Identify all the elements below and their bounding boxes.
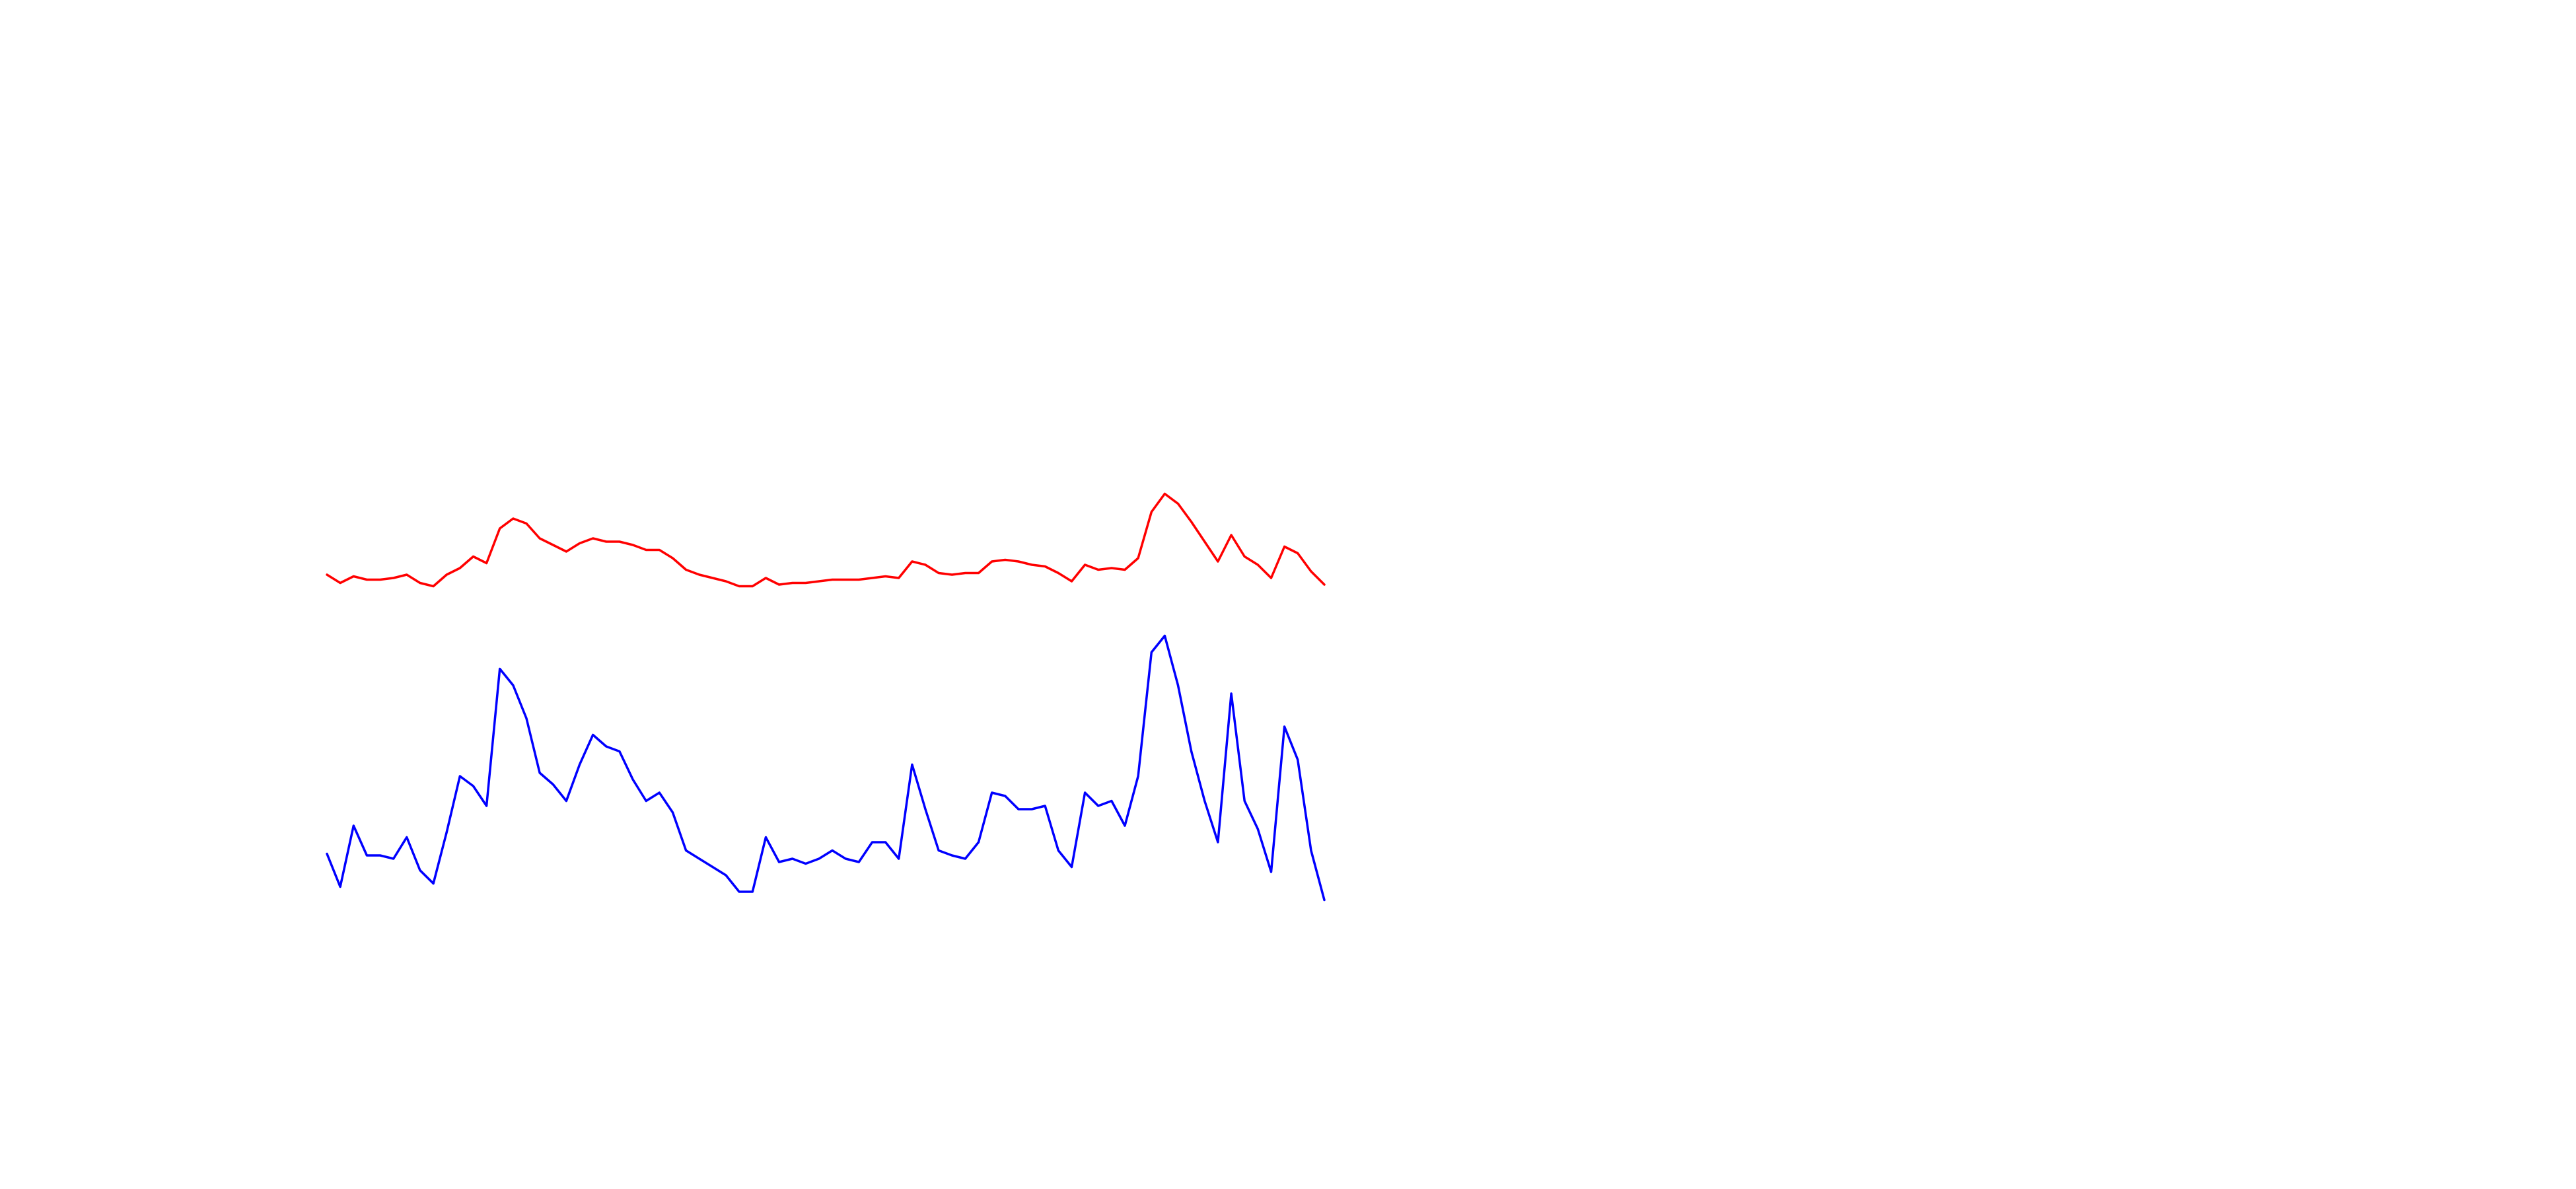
line-series [326,492,1326,588]
line-series [326,634,1326,902]
